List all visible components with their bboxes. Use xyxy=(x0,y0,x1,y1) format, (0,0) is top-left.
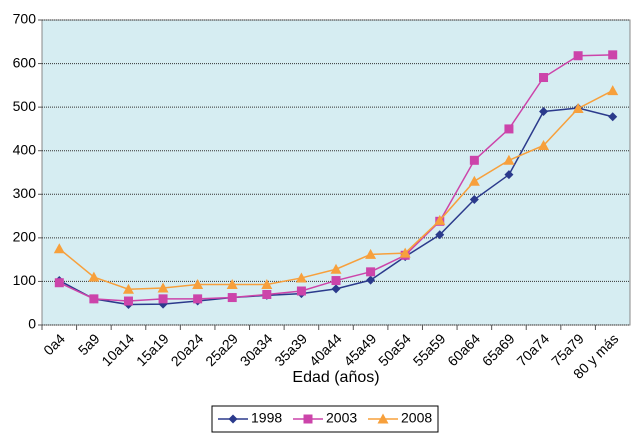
x-tick-label: 65a69 xyxy=(479,330,518,369)
marker xyxy=(228,414,238,424)
x-tick-label: 10a14 xyxy=(98,330,137,369)
y-tick-label: 400 xyxy=(13,141,37,157)
marker xyxy=(572,102,584,113)
legend-box xyxy=(211,405,439,433)
marker xyxy=(226,278,238,289)
x-tick-label: 40a44 xyxy=(306,330,345,369)
marker xyxy=(469,155,479,165)
marker xyxy=(89,294,99,304)
marker xyxy=(261,278,273,289)
marker xyxy=(192,278,204,289)
x-tick-label: 0a4 xyxy=(40,330,68,358)
y-tick-label: 100 xyxy=(13,272,37,288)
x-tick-label: 15a19 xyxy=(133,330,172,369)
marker xyxy=(330,263,342,274)
marker xyxy=(608,50,618,60)
y-tick-label: 500 xyxy=(13,98,37,114)
marker xyxy=(295,272,307,283)
marker xyxy=(303,414,313,424)
y-tick-label: 600 xyxy=(13,54,37,70)
y-tick-label: 0 xyxy=(28,316,36,332)
x-axis-label: Edad (años) xyxy=(292,369,379,386)
marker xyxy=(435,230,445,240)
marker xyxy=(503,154,515,165)
legend-label: 1998 xyxy=(251,410,282,426)
y-tick-label: 700 xyxy=(13,11,37,27)
marker xyxy=(122,283,134,294)
marker xyxy=(377,413,389,424)
marker xyxy=(539,107,549,116)
x-tick-label: 60a64 xyxy=(444,330,483,369)
marker xyxy=(399,247,411,258)
y-tick-label: 200 xyxy=(13,229,37,245)
x-tick-label: 55a59 xyxy=(410,330,449,369)
marker xyxy=(365,248,377,259)
marker xyxy=(227,293,237,303)
x-tick-label: 70a74 xyxy=(513,330,552,369)
marker xyxy=(54,278,64,288)
legend-label: 2003 xyxy=(326,410,357,426)
x-tick-label: 20a24 xyxy=(168,330,207,369)
legend-label: 2008 xyxy=(401,410,432,426)
x-tick-label: 45a49 xyxy=(340,330,379,369)
marker xyxy=(504,124,514,134)
marker xyxy=(157,282,169,293)
x-tick-label: 25a29 xyxy=(202,330,241,369)
marker xyxy=(88,271,100,282)
marker xyxy=(434,214,446,225)
marker xyxy=(193,294,203,304)
marker xyxy=(538,139,550,150)
y-tick-label: 300 xyxy=(13,185,37,201)
marker xyxy=(296,286,306,296)
marker xyxy=(123,296,133,306)
x-tick-label: 35a39 xyxy=(271,330,310,369)
marker xyxy=(539,73,549,83)
marker xyxy=(366,267,376,277)
plot-area xyxy=(41,19,631,326)
marker xyxy=(366,275,376,285)
x-tick-label: 30a34 xyxy=(237,330,276,369)
x-tick-label: 50a54 xyxy=(375,330,414,369)
marker xyxy=(573,51,583,61)
marker xyxy=(331,276,341,286)
marker xyxy=(608,112,618,122)
marker xyxy=(262,290,272,299)
marker xyxy=(53,243,65,254)
marker xyxy=(158,294,168,304)
marker xyxy=(469,195,479,205)
marker xyxy=(504,170,514,180)
marker xyxy=(607,85,619,96)
marker xyxy=(468,175,480,186)
marker xyxy=(331,284,341,294)
x-tick-label: 5a9 xyxy=(75,330,103,358)
